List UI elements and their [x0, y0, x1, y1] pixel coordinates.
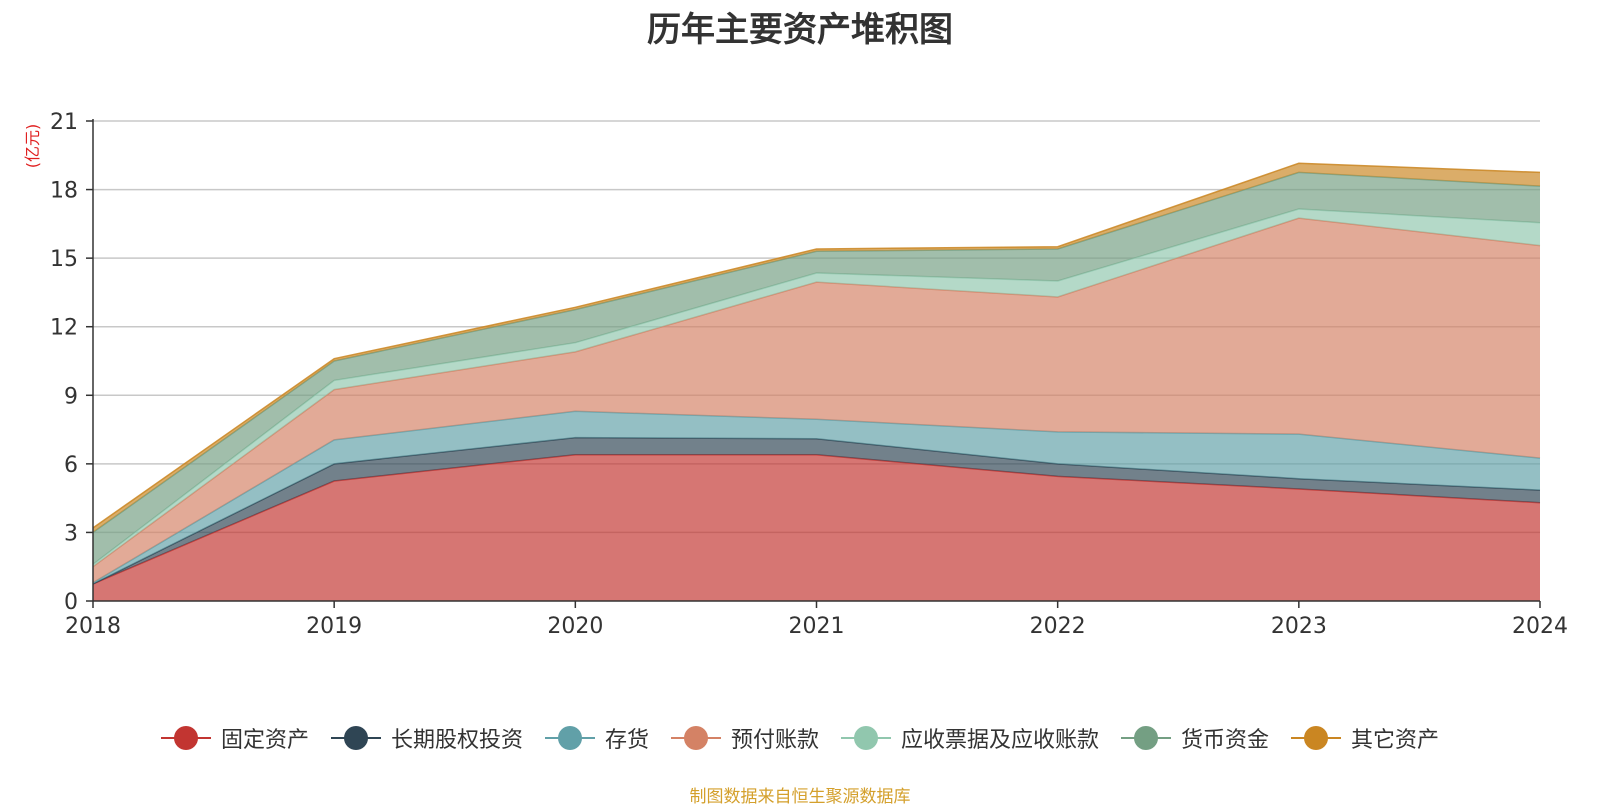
x-tick-label: 2021: [789, 614, 845, 639]
series-areas: [92, 162, 1541, 601]
area-series-1: [93, 437, 1540, 584]
legend-dot-icon: [343, 726, 368, 750]
legend-dot-icon: [854, 726, 878, 750]
legend-label: 预付账款: [730, 728, 819, 753]
legend-item[interactable]: 存货: [544, 722, 649, 754]
x-tick-label: 2024: [1512, 614, 1568, 639]
area-series-0: [93, 454, 1540, 601]
legend-label: 其它资产: [1351, 728, 1440, 753]
source-note: 制图数据来自恒生聚源数据库: [689, 787, 911, 807]
x-tick-label: 2018: [65, 614, 121, 639]
x-tick-label: 2019: [306, 614, 362, 639]
series-line-6: [92, 162, 1541, 529]
legend-label: 货币资金: [1181, 728, 1270, 753]
legend-item[interactable]: 货币资金: [1121, 722, 1269, 754]
y-tick-label: 9: [64, 384, 78, 409]
legend-marker: [1121, 726, 1172, 750]
legend-dot-icon: [1134, 726, 1159, 750]
legend-item[interactable]: 应收票据及应收账款: [841, 722, 1099, 754]
area-series-3: [93, 218, 1540, 583]
legend-marker: [330, 726, 381, 750]
area-series-5: [93, 172, 1540, 565]
axes: 0 3 6 9 12 15 18 21 2018 2019 2020 2021 2022 2023 2024: [50, 110, 1568, 639]
y-tick-label: 12: [50, 316, 78, 341]
x-tick-label: 2023: [1271, 614, 1327, 639]
y-tick-label: 0: [64, 590, 78, 615]
legend-item[interactable]: 预付账款: [670, 722, 819, 754]
y-tick-label: 15: [50, 247, 78, 272]
y-tick-label: 21: [50, 110, 78, 135]
legend-label: 存货: [604, 728, 649, 753]
legend-label: 固定资产: [220, 728, 309, 753]
legend-marker: [160, 726, 211, 750]
legend-dot-icon: [683, 726, 708, 750]
area-series-2: [93, 411, 1540, 584]
legend-marker: [544, 726, 595, 750]
legend-dot-icon: [1304, 726, 1329, 750]
legend-dot-icon: [557, 726, 582, 750]
chart-legend: 固定资产 长期股权投资 存货 预付账款 应收票据及应收账款 货币资金 其它资产: [0, 722, 1600, 754]
legend-marker: [670, 726, 721, 750]
y-tick-label: 6: [64, 453, 78, 478]
legend-label: 应收票据及应收账款: [901, 728, 1100, 753]
y-tick-label: 18: [50, 179, 78, 204]
chart-title: 历年主要资产堆积图: [647, 10, 953, 50]
legend-marker: [841, 726, 891, 750]
legend-marker: [1291, 726, 1342, 750]
legend-label: 长期股权投资: [390, 728, 523, 753]
legend-item[interactable]: 长期股权投资: [330, 722, 523, 754]
legend-dot-icon: [173, 726, 198, 750]
x-tick-label: 2022: [1030, 614, 1086, 639]
legend-item[interactable]: 其它资产: [1291, 722, 1439, 754]
legend-item[interactable]: 固定资产: [160, 722, 309, 754]
x-tick-label: 2020: [547, 614, 603, 639]
y-tick-label: 3: [64, 521, 78, 546]
y-axis-unit-label: (亿元): [23, 124, 42, 169]
area-series-4: [93, 209, 1540, 567]
